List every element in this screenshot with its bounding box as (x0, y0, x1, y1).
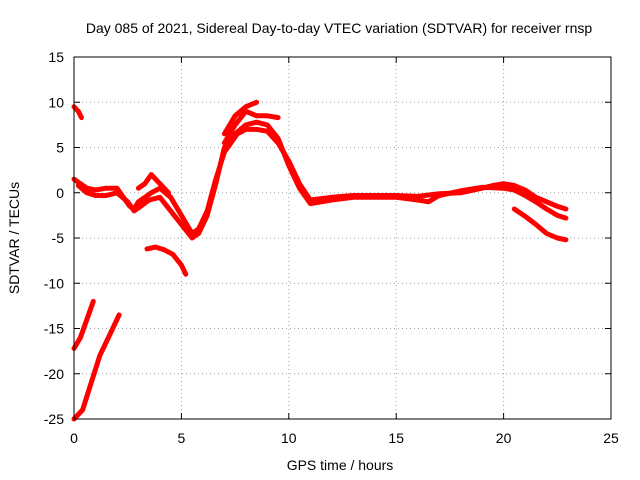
y-tick-label: 15 (48, 49, 64, 65)
data-series (71, 99, 569, 422)
y-tick-label: -10 (44, 275, 64, 291)
chart-title: Day 085 of 2021, Sidereal Day-to-day VTE… (86, 20, 592, 36)
y-tick-label: -25 (44, 411, 64, 427)
x-tick-label: 10 (281, 430, 297, 446)
axis-ticks: 0 5 10 15 20 25 -25 -20 -15 -10 -5 0 5 10 15 (44, 49, 619, 446)
series-main-band-c (135, 172, 171, 196)
x-axis-label: GPS time / hours (287, 457, 394, 473)
x-tick-label: 5 (178, 430, 186, 446)
series-main-band-e (221, 99, 260, 137)
series-main-band-d (221, 108, 281, 146)
series-track-late-low (511, 206, 569, 243)
y-tick-label: 10 (48, 94, 64, 110)
x-tick-label: 25 (603, 430, 619, 446)
y-tick-label: -15 (44, 321, 64, 337)
y-tick-label: -20 (44, 366, 64, 382)
series-track-early-2 (71, 312, 122, 422)
x-tick-label: 0 (70, 430, 78, 446)
series-track-early-1 (71, 298, 96, 351)
series-track-mid-low (144, 244, 189, 277)
y-tick-label: 5 (56, 140, 64, 156)
y-tick-label: -5 (52, 230, 65, 246)
series-track-start-high (71, 104, 84, 121)
x-tick-label: 20 (496, 430, 512, 446)
x-tick-label: 15 (388, 430, 404, 446)
y-tick-label: 0 (56, 185, 64, 201)
y-axis-label: SDTVAR / TECUs (6, 182, 22, 294)
series-main-band-b (75, 119, 569, 241)
grid-lines (74, 57, 611, 419)
